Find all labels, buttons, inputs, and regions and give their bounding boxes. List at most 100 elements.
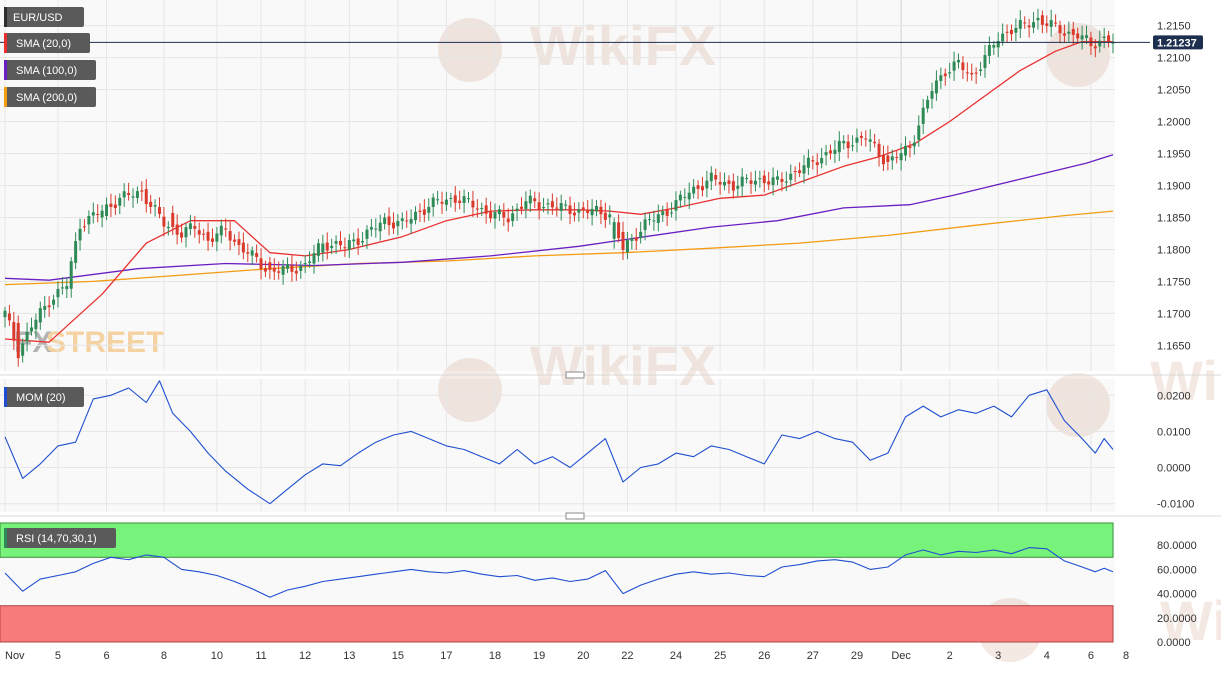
candlestick xyxy=(542,197,546,213)
candlestick xyxy=(647,213,651,226)
candlestick xyxy=(970,63,974,81)
candlestick xyxy=(316,239,320,263)
candlestick xyxy=(1054,14,1058,27)
candlestick xyxy=(467,191,471,204)
candlestick xyxy=(709,166,713,191)
candlestick xyxy=(458,190,462,210)
candlestick xyxy=(506,208,510,232)
legend-rsi[interactable]: RSI (14,70,30,1) xyxy=(4,528,116,548)
candlestick xyxy=(144,179,148,213)
candlestick xyxy=(939,67,943,89)
candlestick xyxy=(1040,10,1044,34)
candlestick xyxy=(471,190,475,218)
legend-mom[interactable]: MOM (20) xyxy=(4,387,84,407)
candlestick xyxy=(1032,12,1036,34)
legend-symbol[interactable]: EUR/USD xyxy=(4,7,84,27)
candlestick xyxy=(188,214,192,236)
legend-sma100[interactable]: SMA (100,0) xyxy=(4,60,96,80)
candlestick xyxy=(255,244,259,263)
candlestick xyxy=(519,197,523,215)
resize-handle[interactable] xyxy=(565,371,585,379)
x-tick-label: Nov xyxy=(5,650,25,662)
candlestick xyxy=(65,277,69,299)
candlestick xyxy=(943,68,947,86)
legend-sma200-label: SMA (200,0) xyxy=(16,92,77,104)
resize-handle[interactable] xyxy=(565,512,585,520)
candlestick xyxy=(193,215,197,238)
candlesticks xyxy=(3,8,1115,367)
x-tick-label: Dec xyxy=(891,650,911,662)
candlestick xyxy=(210,228,214,247)
candlestick xyxy=(577,202,581,222)
candlestick xyxy=(444,191,448,211)
candlestick xyxy=(34,313,38,340)
candlestick xyxy=(100,204,104,228)
rsi-oversold-zone xyxy=(0,605,1114,643)
candlestick xyxy=(758,170,762,188)
candlestick xyxy=(904,136,908,161)
candlestick xyxy=(533,191,537,209)
candlestick xyxy=(409,209,413,234)
candlestick xyxy=(74,232,78,270)
candlestick xyxy=(228,221,232,251)
candlestick xyxy=(82,219,86,232)
wikifx-watermark: WikiFX xyxy=(530,14,716,77)
y-tick-label: 0.0100 xyxy=(1157,426,1191,438)
candlestick xyxy=(700,176,704,197)
candlestick xyxy=(877,139,881,167)
candlestick xyxy=(250,246,254,265)
candlestick xyxy=(418,203,422,222)
candlestick xyxy=(842,135,846,150)
y-tick-label: 0.0200 xyxy=(1157,390,1191,402)
legend-mom-label: MOM (20) xyxy=(16,392,66,404)
candlestick xyxy=(414,206,418,225)
candlestick xyxy=(564,200,568,211)
legend-sma20[interactable]: SMA (20,0) xyxy=(4,33,90,53)
candlestick xyxy=(899,143,903,171)
legend-sma200[interactable]: SMA (200,0) xyxy=(4,87,96,107)
current-price-value: 1.21237 xyxy=(1157,37,1197,49)
candlestick xyxy=(661,205,665,222)
candlestick xyxy=(705,170,709,198)
candlestick xyxy=(767,171,771,191)
wikifx-logo-watermark xyxy=(438,358,502,422)
candlestick xyxy=(736,175,740,197)
candlestick xyxy=(440,191,444,214)
candlestick xyxy=(281,259,285,285)
candlestick xyxy=(286,257,290,273)
candlestick xyxy=(1062,24,1066,43)
candlestick xyxy=(855,128,859,153)
candlestick xyxy=(12,311,16,351)
wikifx-watermark: WikiFX xyxy=(1150,349,1221,412)
candlestick xyxy=(511,205,515,227)
candlestick xyxy=(630,233,634,250)
candlestick xyxy=(965,62,969,82)
candlestick xyxy=(219,219,223,244)
candlestick xyxy=(692,179,696,199)
candlestick xyxy=(992,41,996,56)
candlestick xyxy=(550,193,554,215)
candlestick xyxy=(776,170,780,186)
candlestick xyxy=(793,166,797,183)
wikifx-watermark: WikiFX xyxy=(1160,589,1221,652)
y-tick-label: 1.1700 xyxy=(1157,308,1191,320)
candlestick xyxy=(961,56,965,79)
candlestick xyxy=(546,198,550,215)
candlestick xyxy=(784,171,788,192)
x-tick-label: 24 xyxy=(670,650,682,662)
candlestick xyxy=(113,195,117,215)
panel-divider[interactable] xyxy=(0,371,1221,379)
candlestick xyxy=(162,207,166,237)
x-tick-label: 22 xyxy=(621,650,633,662)
candlestick xyxy=(215,226,219,252)
candlestick xyxy=(153,199,157,217)
panel-divider[interactable] xyxy=(0,512,1221,520)
x-tick-label: 19 xyxy=(533,650,545,662)
candlestick xyxy=(400,212,404,230)
legend-mom-marker xyxy=(4,387,7,407)
candlestick xyxy=(528,189,532,212)
candlestick xyxy=(798,162,802,178)
candlestick xyxy=(268,256,272,280)
candlestick xyxy=(1102,27,1106,49)
